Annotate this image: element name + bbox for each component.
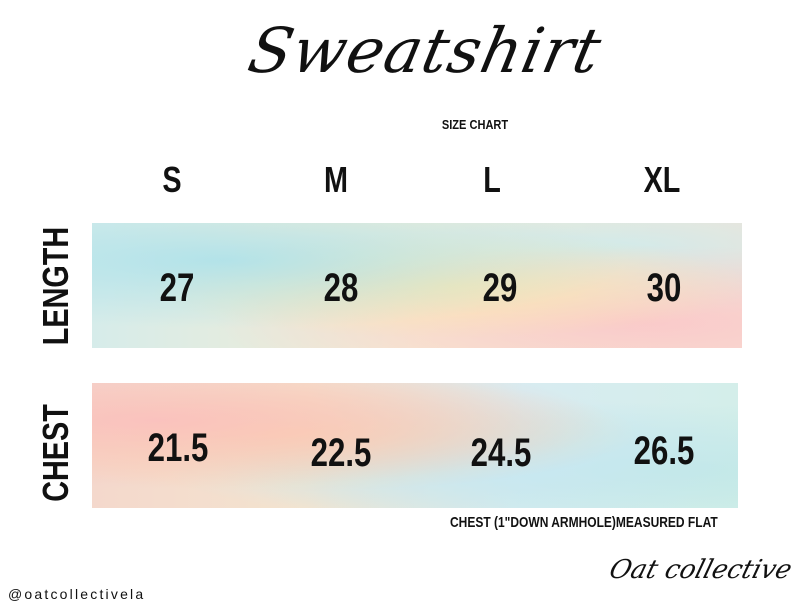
chest-s: 21.5 bbox=[147, 426, 209, 470]
row-label-length: LENGTH bbox=[35, 226, 76, 346]
size-header-xl: XL bbox=[643, 159, 681, 200]
length-xl: 30 bbox=[646, 266, 682, 310]
length-m: 28 bbox=[323, 266, 359, 310]
measurement-note: CHEST (1"DOWN ARMHOLE)MEASURED FLAT bbox=[450, 514, 718, 531]
chest-m: 22.5 bbox=[310, 431, 372, 475]
length-l: 29 bbox=[482, 266, 518, 310]
row-label-chest: CHEST bbox=[35, 404, 76, 502]
chest-xl: 26.5 bbox=[633, 429, 695, 473]
social-handle: @oatcollectivela bbox=[8, 586, 146, 602]
length-row-band bbox=[92, 223, 742, 348]
chest-l: 24.5 bbox=[470, 431, 532, 475]
size-header-s: S bbox=[162, 159, 182, 200]
length-s: 27 bbox=[159, 266, 195, 310]
chart-title: Sweatshirt bbox=[242, 14, 609, 87]
size-header-l: L bbox=[483, 159, 501, 200]
chest-row-band bbox=[92, 383, 738, 508]
chart-subtitle: SIZE CHART bbox=[441, 117, 509, 132]
brand-logo: Oat collective bbox=[605, 555, 792, 585]
size-header-m: M bbox=[324, 159, 348, 200]
